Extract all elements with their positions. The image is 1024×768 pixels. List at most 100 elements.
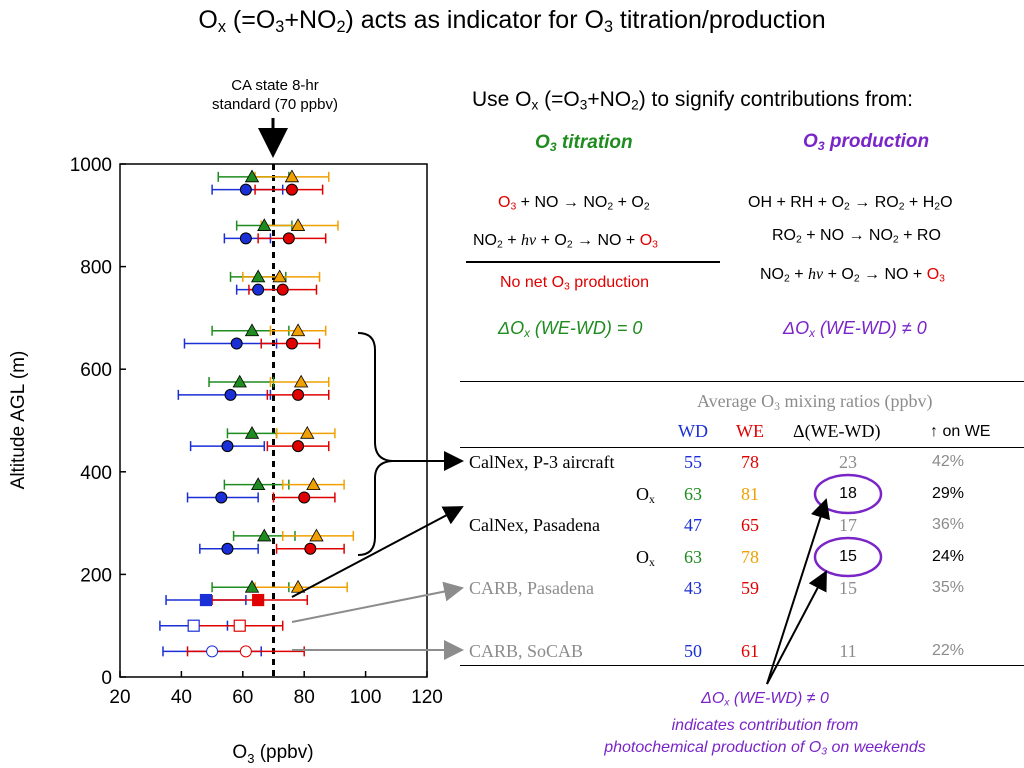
table-cell-we: 78 [741,547,759,567]
table-cell-wd: 47 [684,515,702,535]
table-cell-diff: 15 [839,548,857,565]
table-row-label-ox: Ox [636,547,655,569]
arrow-carb-pasadena [291,581,464,623]
header-up: ↑ on WE [930,423,991,440]
we-point [276,283,289,296]
ox-we-point [290,218,306,231]
ox-we-point [272,269,287,283]
ox-we-point [284,169,300,183]
bottom-note: ΔOx (WE-WD) ≠ 0 indicates contribution f… [560,688,970,763]
standard-note: CA state 8-hr standard (70 ppbv) [190,76,360,114]
production-heading: O3 production [803,131,930,154]
use-ox-heading: Use Ox (=O3+NO2) to signify contribution… [472,88,914,113]
table-cell-we: 81 [741,484,759,504]
x-axis-label: O3 (ppbv) [232,742,313,766]
table-cell-wd: 63 [684,547,702,567]
standard-note-line1: CA state 8-hr [231,77,319,94]
titration-heading: O3 titration [535,132,633,155]
wd-point [221,440,234,453]
y-tick-label: 200 [80,565,112,586]
table-cell-wd: 55 [684,452,702,472]
production-delta: ΔOx (WE-WD) ≠ 0 [783,318,927,340]
we-point [298,491,311,504]
we-point [285,337,298,350]
we-point [292,440,305,453]
ox-we-point [309,528,324,542]
standard-note-line2: standard (70 ppbv) [212,96,338,113]
y-tick-label: 600 [80,360,112,381]
wd-point [239,232,252,245]
surface-wd-point [199,593,213,607]
table-cell-diff: 11 [839,641,857,661]
ox-we-point [290,323,306,337]
x-tick-label: 120 [411,687,443,708]
surface-we-point [239,645,252,658]
we-point [282,232,295,245]
table-cell-we: 59 [741,578,759,598]
arrow-note-to-15 [766,570,827,685]
wd-point [224,388,237,401]
wd-point [252,283,265,296]
table-cell-pct: 24% [931,548,965,565]
arrow-pasadena-to-table [291,506,464,598]
y-tick-label: 0 [101,668,112,689]
surface-we-point [233,619,246,632]
table-cell-pct: 42% [931,453,965,470]
table-cell-diff: 17 [839,515,857,535]
chart-marks [159,164,355,677]
y-axis-label: Altitude AGL (m) [8,351,29,490]
titration-net: No net O3 production [500,274,649,293]
highlight-ellipse-18 [813,473,883,515]
surface-ox-we-point [290,579,306,593]
ox-wd-point [244,323,260,337]
titration-reaction-2: NO2 + hν + O2 → NO + O3 [473,232,658,251]
x-tick-label: 20 [109,687,130,708]
table-cell-diff: 15 [839,578,857,598]
titration-divider [466,261,720,263]
table-cell-we: 61 [741,641,759,661]
table-cell-pct: 36% [931,516,965,533]
ox-wd-point [232,374,247,388]
table-cell-diff: 18 [839,485,857,502]
wd-point [215,491,228,504]
ox-wd-point [244,169,260,183]
y-tick-label: 1000 [70,155,112,176]
table-top-rule [460,381,1024,382]
we-point [285,183,298,196]
bottom-note-line1: ΔOx (WE-WD) ≠ 0 [701,690,829,709]
header-diff: Δ(WE-WD) [793,421,881,441]
production-reaction-1: OH + RH + O2 → RO2 + H2O [748,194,953,213]
table-cell-diff: 23 [839,452,857,472]
table-cell-pct: 29% [931,485,965,502]
wd-point [230,337,243,350]
axes: 20 40 60 80 100 120 0 200 400 600 800 1000 [70,155,443,708]
table-row-label: CalNex, Pasadena [469,515,600,535]
header-wd: WD [678,421,708,441]
ox-we-point [293,374,309,388]
titration-delta: ΔOx (WE-WD) = 0 [498,318,643,340]
table-cell-pct: 22% [931,642,965,659]
table-cell-wd: 43 [684,578,702,598]
we-point [292,388,305,401]
ox-wd-point [250,269,266,283]
ox-wd-point [244,426,260,439]
table-header-rule [460,447,1024,448]
slide-title: Ox (=O3+NO2) acts as indicator for O3 ti… [198,6,826,37]
table-cell-we: 65 [741,515,759,535]
table-row-label: CalNex, P-3 aircraft [469,452,615,472]
surface-wd-point [187,619,200,632]
surface-ox-wd-point [244,579,260,593]
table-cell-wd: 63 [684,484,702,504]
ox-we-point [300,426,315,439]
table-cell-we: 78 [741,452,759,472]
table-row-label-ox: Ox [636,484,655,506]
highlight-ellipse-15 [813,536,883,578]
x-tick-label: 40 [171,687,192,708]
table-bottom-rule [460,665,1024,666]
y-tick-label: 800 [80,258,112,279]
bottom-note-line3: photochemical production of O3 on weeken… [604,738,926,758]
x-tick-label: 60 [232,687,253,708]
table-cell-pct: 35% [931,579,965,596]
table-row-label: CARB, Pasadena [469,578,594,598]
production-reaction-3: NO2 + hν + O2 → NO + O3 [760,266,945,285]
